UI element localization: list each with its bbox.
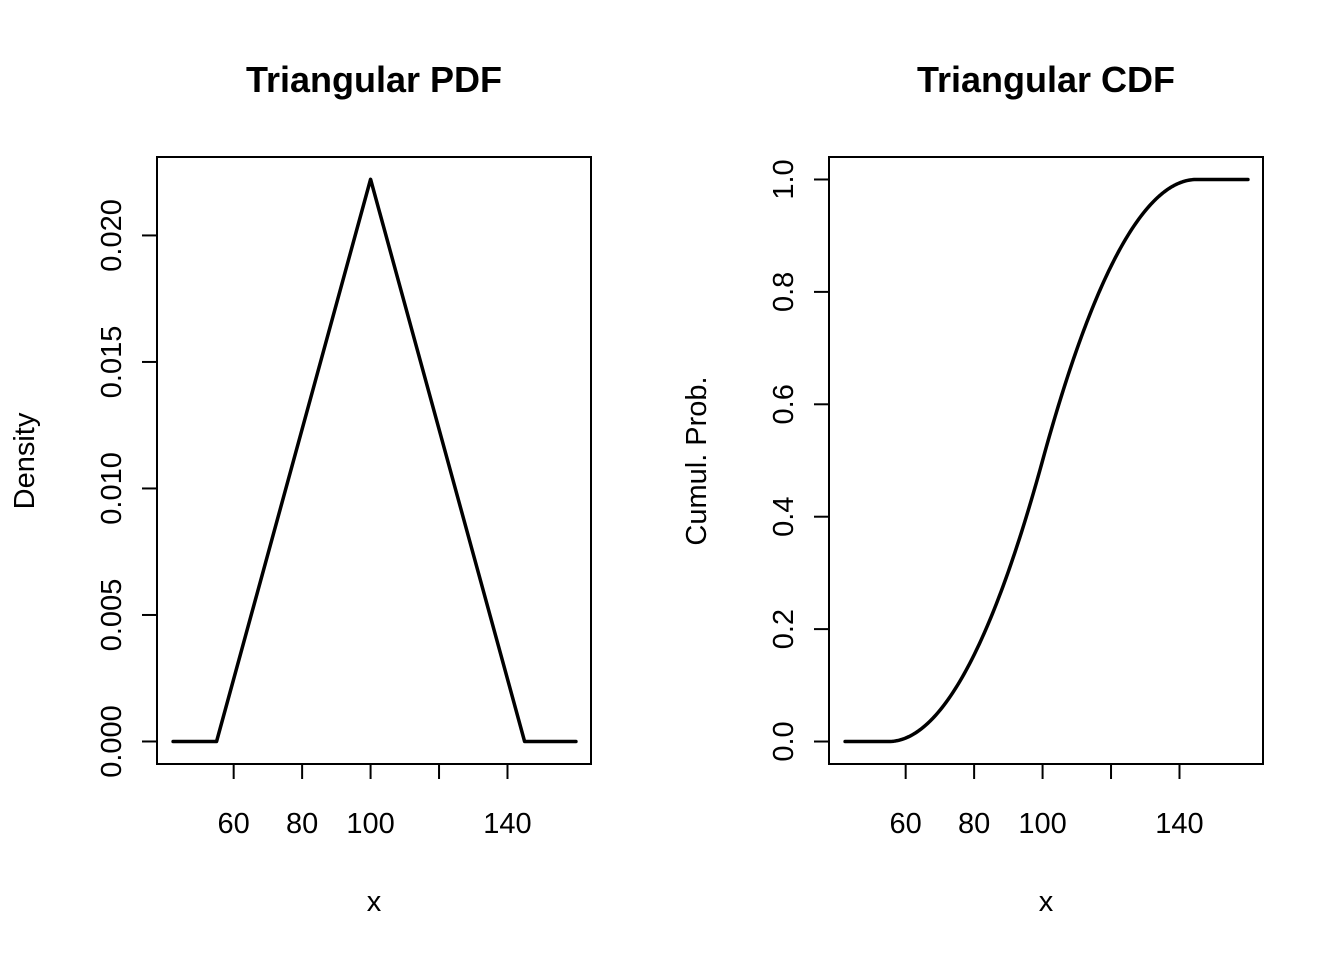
cdf-y-tick-label: 0.4 — [768, 497, 800, 537]
pdf-y-tick-label: 0.010 — [96, 452, 128, 525]
pdf-x-tick-label: 140 — [483, 808, 531, 840]
cdf-x-axis: 60 80 100 140 — [890, 764, 1204, 840]
pdf-y-axis: 0.000 0.005 0.010 0.015 0.020 — [96, 199, 157, 778]
pdf-x-tick-label: 60 — [218, 808, 250, 840]
cdf-x-tick-label: 100 — [1018, 808, 1066, 840]
cdf-series-line — [843, 177, 1250, 744]
cdf-title: Triangular CDF — [917, 59, 1175, 100]
pdf-x-tick-label: 80 — [286, 808, 318, 840]
pdf-series-line — [171, 177, 578, 744]
pdf-y-tick-label: 0.015 — [96, 326, 128, 399]
pdf-plot-frame — [156, 156, 592, 765]
cdf-y-axis-label: Cumul. Prob. — [681, 376, 713, 545]
pdf-x-tick-label: 100 — [346, 808, 394, 840]
pdf-y-tick-label: 0.005 — [96, 579, 128, 652]
cdf-x-tick-label: 140 — [1155, 808, 1203, 840]
cdf-y-tick-label: 1.0 — [768, 159, 800, 199]
cdf-y-tick-label: 0.8 — [768, 272, 800, 312]
pdf-title: Triangular PDF — [246, 59, 502, 100]
pdf-y-axis-label: Density — [9, 412, 41, 509]
cdf-x-tick-label: 80 — [958, 808, 990, 840]
cdf-y-tick-label: 0.0 — [768, 721, 800, 761]
pdf-x-axis-label: x — [367, 886, 382, 918]
pdf-panel: Triangular PDF 60 80 100 140 0.000 0.005 0.01… — [9, 59, 592, 918]
cdf-y-axis: 0.0 0.2 0.4 0.6 0.8 1.0 — [768, 159, 829, 762]
cdf-y-tick-label: 0.6 — [768, 384, 800, 424]
cdf-x-tick-label: 60 — [890, 808, 922, 840]
pdf-y-tick-label: 0.000 — [96, 705, 128, 778]
cdf-x-axis-label: x — [1039, 886, 1054, 918]
cdf-plot-frame — [828, 156, 1264, 765]
pdf-y-tick-label: 0.020 — [96, 199, 128, 272]
cdf-y-tick-label: 0.2 — [768, 609, 800, 649]
pdf-x-axis: 60 80 100 140 — [218, 764, 532, 840]
cdf-panel: Triangular CDF 60 80 100 140 0.00.20.40.60.… — [681, 59, 1264, 918]
